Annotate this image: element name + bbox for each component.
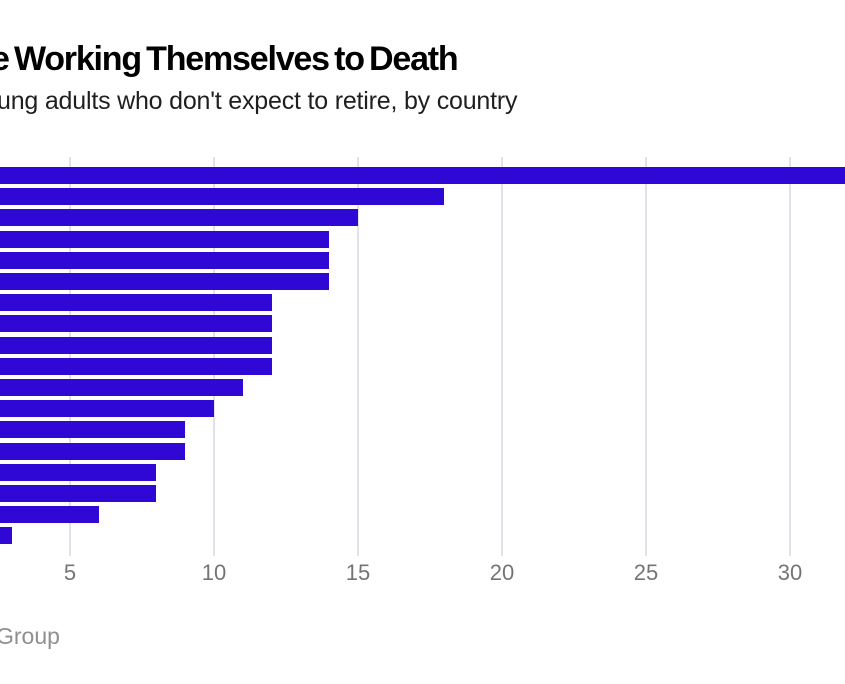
- bar: [0, 400, 214, 418]
- gridline: [645, 157, 647, 556]
- bar: [0, 442, 186, 460]
- bar: [0, 167, 845, 184]
- x-axis: 5 10 15 20 25 30: [0, 560, 845, 588]
- bar: [0, 463, 157, 481]
- x-tick-label: 10: [201, 560, 227, 585]
- plot-area: [0, 157, 845, 557]
- bar: [0, 188, 445, 206]
- bar: [0, 357, 272, 375]
- bar: [0, 294, 272, 312]
- chart-title: e Working Themselves to Death: [0, 40, 459, 78]
- source-label: Group: [0, 623, 60, 649]
- bar: [0, 527, 13, 545]
- bar: [0, 485, 157, 502]
- x-tick-label: 20: [489, 560, 515, 585]
- bar: [0, 421, 186, 439]
- x-tick-label: 30: [777, 560, 803, 585]
- bar: [0, 506, 99, 524]
- gridline: [789, 157, 791, 556]
- x-tick-label: 15: [345, 560, 371, 585]
- bar: [0, 273, 330, 290]
- gridline: [213, 157, 215, 556]
- bar: [0, 336, 272, 354]
- bar: [0, 230, 330, 248]
- bar: [0, 379, 243, 396]
- bar: [0, 209, 358, 227]
- x-tick-label: 25: [633, 560, 659, 585]
- chart-subtitle: ung adults who don't expect to retire, b…: [0, 87, 518, 115]
- x-tick-label: 5: [63, 560, 77, 585]
- bar: [0, 315, 272, 333]
- bar: [0, 251, 330, 269]
- gridline: [69, 157, 71, 556]
- gridline: [501, 157, 503, 556]
- gridline: [357, 157, 359, 556]
